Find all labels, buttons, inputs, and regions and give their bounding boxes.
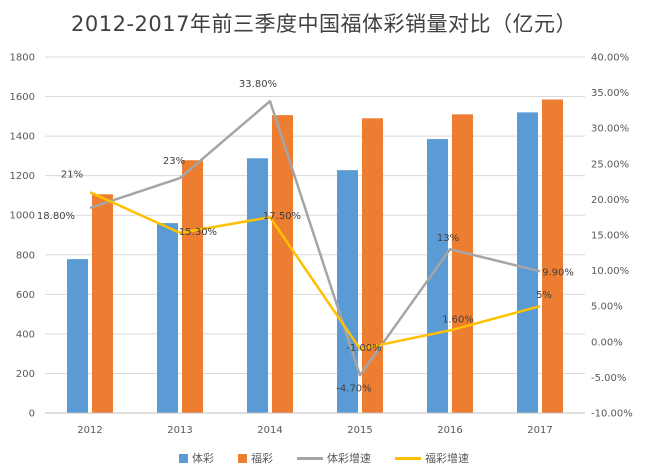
bar-fc <box>542 99 563 414</box>
x-tick-label: 2016 <box>437 425 462 436</box>
bar-fc <box>452 114 473 413</box>
x-tick-label: 2014 <box>257 425 282 436</box>
y-right-tick-label: 25.00% <box>591 159 629 170</box>
legend-item: 体彩 <box>179 450 214 466</box>
x-tick-label: 2015 <box>347 425 372 436</box>
bar-tc <box>67 259 88 413</box>
legend-label: 体彩增速 <box>327 452 371 465</box>
bar-fc <box>92 194 113 413</box>
y-left-tick-label: 0 <box>29 409 35 420</box>
data-label: 13% <box>437 233 459 244</box>
legend-label: 福彩 <box>251 452 273 465</box>
y-left-tick-label: 1400 <box>10 132 35 143</box>
data-label: -1.00% <box>346 343 381 354</box>
bar-fc <box>182 160 203 413</box>
legend-item: 体彩增速 <box>297 450 371 466</box>
line-fc-growth <box>89 191 541 351</box>
x-tick-label: 2013 <box>167 425 192 436</box>
data-label: 18.80% <box>37 211 75 222</box>
y-right-tick-label: 10.00% <box>591 266 629 277</box>
y-right-tick-label: 5.00% <box>591 302 623 313</box>
y-right-tick-label: -5.00% <box>591 373 626 384</box>
legend-item: 福彩增速 <box>395 450 469 466</box>
y-left-tick-label: 1200 <box>10 171 35 182</box>
legend-swatch <box>395 456 421 460</box>
data-label: -4.70% <box>336 383 371 394</box>
y-right-tick-label: 20.00% <box>591 195 629 206</box>
legend-swatch <box>238 453 247 463</box>
data-label: 23% <box>163 156 185 167</box>
y-left-tick-label: 800 <box>16 250 35 261</box>
bar-fc <box>272 115 293 413</box>
data-label: 33.80% <box>239 79 277 90</box>
data-label: 5% <box>536 290 552 301</box>
bar-tc <box>427 139 448 414</box>
bar-tc <box>247 158 268 413</box>
y-left-tick-label: 1800 <box>10 53 35 64</box>
legend-label: 福彩增速 <box>425 452 469 465</box>
data-label: 9.90% <box>542 267 574 278</box>
y-left-tick-label: 400 <box>16 329 35 340</box>
data-label: 21% <box>61 169 83 180</box>
legend-swatch <box>297 456 323 460</box>
legend-item: 福彩 <box>238 450 273 466</box>
y-right-tick-label: -10.00% <box>591 409 633 420</box>
bar-tc <box>337 170 358 413</box>
y-left-tick-label: 200 <box>16 369 35 380</box>
legend-label: 体彩 <box>192 452 214 465</box>
y-left-tick-label: 1600 <box>10 92 35 103</box>
chart-title: 2012-2017年前三季度中国福体彩销量对比（亿元） <box>71 12 577 36</box>
y-right-tick-label: 0.00% <box>591 337 623 348</box>
x-tick-label: 2017 <box>527 425 552 436</box>
y-left-tick-label: 1000 <box>10 211 35 222</box>
legend-swatch <box>179 453 188 463</box>
data-label: 1.60% <box>442 314 474 325</box>
bar-tc <box>517 112 538 413</box>
y-right-tick-label: 15.00% <box>591 231 629 242</box>
bar-tc <box>157 223 178 413</box>
line-tc-growth <box>89 99 541 377</box>
bar-fc <box>362 118 383 414</box>
legend: 体彩 福彩 体彩增速 福彩增速 <box>0 449 648 467</box>
y-right-tick-label: 30.00% <box>591 124 629 135</box>
x-tick-label: 2012 <box>77 425 102 436</box>
y-right-tick-label: 40.00% <box>591 53 629 64</box>
y-right-tick-label: 35.00% <box>591 88 629 99</box>
data-label: 15.30% <box>179 227 217 238</box>
data-label: 17.50% <box>263 211 301 222</box>
y-left-tick-label: 600 <box>16 290 35 301</box>
